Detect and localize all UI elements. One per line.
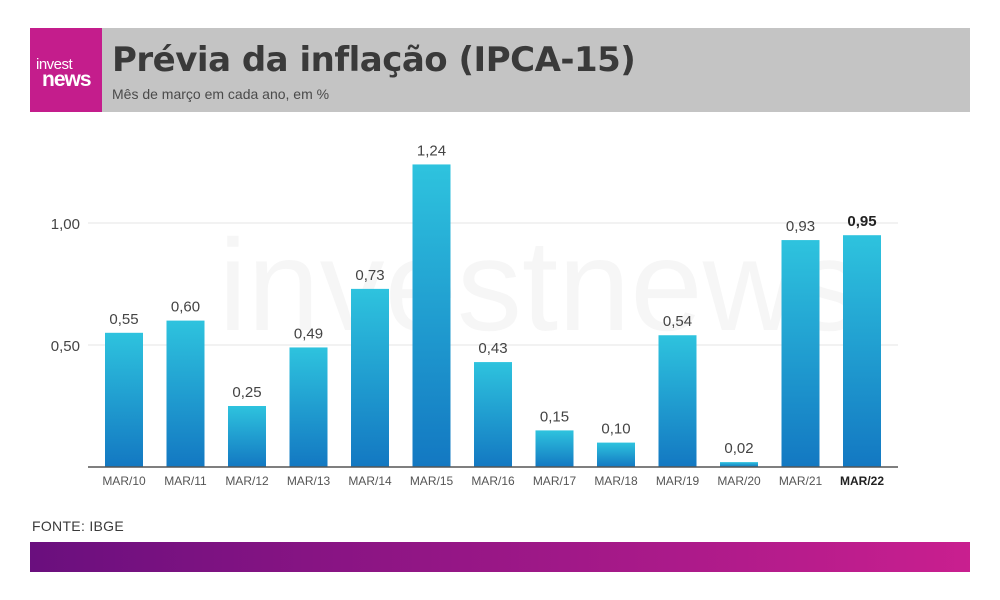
logo-text-news: news: [42, 68, 92, 91]
bar: [597, 442, 635, 467]
y-tick-label: 0,50: [51, 338, 80, 355]
source-note: FONTE: IBGE: [32, 518, 124, 534]
footer-gradient-bar: [30, 542, 970, 572]
x-tick-label: MAR/13: [287, 474, 331, 488]
bar-value-label: 0,15: [540, 408, 569, 425]
logo-text-invest: invest: [36, 56, 73, 73]
x-tick-label: MAR/15: [410, 474, 454, 488]
bar: [289, 347, 328, 467]
x-tick-label: MAR/10: [102, 474, 146, 488]
bar: [720, 462, 758, 467]
y-tick-label: 1,00: [51, 216, 80, 233]
bar-value-label: 0,43: [478, 340, 507, 357]
x-tick-label: MAR/18: [594, 474, 638, 488]
gridlines: [88, 222, 898, 346]
x-tick-label: MAR/14: [348, 474, 392, 488]
chart-header: invest news Prévia da inflação (IPCA-15)…: [30, 28, 970, 112]
x-tick-label: MAR/12: [225, 474, 269, 488]
value-labels: 0,55 0,60 0,25 0,49 0,73 1,24 0,43 0,15 0,10 0,54…: [109, 142, 876, 457]
chart-title: Prévia da inflação (IPCA-15): [112, 40, 636, 80]
bar-value-label: 0,54: [663, 313, 692, 330]
bar: [105, 332, 143, 467]
bar: [781, 240, 820, 467]
bar-value-label: 0,73: [355, 267, 384, 284]
y-axis-ticks: 0,50 1,00: [51, 216, 80, 355]
bar: [228, 406, 266, 467]
bar-value-label: 0,25: [232, 384, 261, 401]
bar: [658, 335, 697, 467]
bar-value-label: 1,24: [417, 142, 446, 159]
x-tick-label: MAR/11: [164, 474, 207, 488]
bar: [474, 362, 512, 467]
bar-value-label: 0,02: [724, 440, 753, 457]
x-tick-label: MAR/19: [656, 474, 700, 488]
bar: [843, 235, 881, 467]
investnews-logo: invest news: [30, 28, 102, 112]
bar-value-label: 0,49: [294, 325, 323, 342]
bar-value-label: 0,95: [847, 213, 876, 230]
bar-value-label: 0,10: [601, 421, 630, 438]
bar: [412, 164, 451, 467]
x-tick-label: MAR/17: [533, 474, 577, 488]
bar: [351, 288, 389, 467]
bar: [166, 320, 205, 467]
bar: [535, 430, 574, 467]
bar-value-label: 0,93: [786, 218, 815, 235]
bar-value-label: 0,55: [109, 311, 138, 328]
x-tick-label: MAR/16: [471, 474, 515, 488]
x-tick-label: MAR/22: [840, 474, 884, 488]
bar-value-label: 0,60: [171, 299, 200, 316]
bars: [105, 164, 881, 467]
chart-subtitle: Mês de março em cada ano, em %: [112, 86, 330, 102]
x-axis-ticks: MAR/10 MAR/11 MAR/12 MAR/13 MAR/14 MAR/15 MAR/…: [102, 474, 884, 488]
x-tick-label: MAR/21: [779, 474, 823, 488]
x-tick-label: MAR/20: [717, 474, 761, 488]
